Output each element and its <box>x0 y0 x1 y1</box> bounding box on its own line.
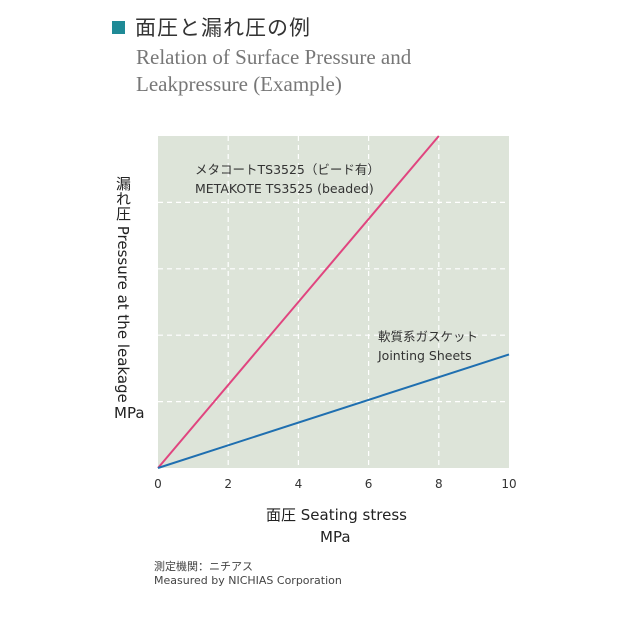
x-tick-label: 10 <box>501 477 516 491</box>
title-row: 面圧と漏れ圧の例 <box>112 12 311 42</box>
page-title-en-line1: Relation of Surface Pressure and <box>136 45 412 69</box>
y-axis-unit: MPa <box>114 404 145 422</box>
x-axis-label: 面圧 Seating stress <box>266 506 407 524</box>
y-axis-label: 漏れ圧 Pressure at the leakage <box>114 176 132 403</box>
series-label-metakote: メタコートTS3525（ビード有） METAKOTE TS3525 (beade… <box>195 160 380 198</box>
page-title-en-line2: Leakpressure (Example) <box>136 72 342 96</box>
measurement-note-en: Measured by NICHIAS Corporation <box>154 574 342 587</box>
series-label-metakote-jp: メタコートTS3525（ビード有） <box>195 162 380 177</box>
measurement-note: 測定機関：ニチアス Measured by NICHIAS Corporatio… <box>154 560 342 588</box>
series-label-jointing-jp: 軟質系ガスケット <box>378 329 479 344</box>
x-tick-label: 4 <box>295 477 303 491</box>
x-axis-unit: MPa <box>320 528 351 546</box>
plot-area <box>158 136 509 468</box>
series-label-jointing: 軟質系ガスケット Jointing Sheets <box>378 327 478 365</box>
x-tick-label: 0 <box>154 477 162 491</box>
series-line-jointing-sheets <box>157 353 510 469</box>
x-tick-label: 6 <box>365 477 373 491</box>
x-tick-label: 8 <box>435 477 443 491</box>
series-line-metakote <box>157 135 440 469</box>
x-tick-label: 2 <box>224 477 232 491</box>
series-label-metakote-en: METAKOTE TS3525 (beaded) <box>195 181 374 196</box>
title-marker-square <box>112 20 125 34</box>
measurement-note-jp: 測定機関：ニチアス <box>154 560 253 573</box>
page-title-jp: 面圧と漏れ圧の例 <box>135 16 311 40</box>
page-title-en: Relation of Surface Pressure and Leakpre… <box>136 44 516 98</box>
series-label-jointing-en: Jointing Sheets <box>378 348 472 363</box>
